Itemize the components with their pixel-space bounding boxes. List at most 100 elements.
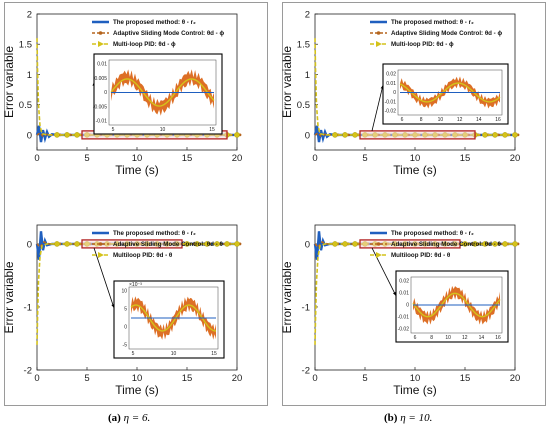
x-tick-label: 20: [510, 153, 521, 164]
x-tick-label: 15: [460, 153, 471, 164]
pid-marker: [352, 241, 358, 247]
inset-zoom: 10 5 0 -5 5 10 15 ×10⁻³: [113, 280, 225, 359]
pid-marker: [204, 241, 210, 247]
x-tick-label: 15: [182, 373, 193, 384]
pid-marker: [74, 132, 80, 138]
x-axis-label: Time (s): [393, 383, 437, 397]
pid-marker: [482, 132, 488, 138]
inset-y-tick: 0: [393, 90, 396, 96]
inset-y-tick: -0.005: [93, 104, 107, 110]
legend-label-1: Adaptive Sliding Mode Control: θd - ϕ: [391, 30, 502, 37]
x-axis-label: Time (s): [115, 163, 159, 177]
inset-y-tick: -5: [123, 343, 128, 349]
x-tick-label: 5: [362, 373, 367, 384]
legend-marker-asmc: [376, 242, 381, 246]
pid-marker: [54, 241, 60, 247]
legend-label-1: Adaptive Sliding Mode Control: θd - θ: [113, 241, 223, 248]
inset-y-tick: 0: [406, 303, 409, 309]
inset-x-tick: 10: [438, 117, 444, 123]
inset-y-tick: 0.01: [386, 81, 396, 87]
pid-marker: [502, 241, 508, 247]
inset-x-tick: 15: [211, 351, 217, 357]
pid-marker: [472, 241, 478, 247]
legend: The proposed method: θ - r₂ Adaptive Slid…: [370, 230, 501, 259]
x-tick-label: 20: [510, 373, 521, 384]
x-tick-label: 15: [182, 153, 193, 164]
y-tick-label: -1: [302, 302, 310, 313]
pid-marker: [512, 132, 518, 138]
inset-asmc-band: [400, 76, 500, 109]
x-tick-label: 5: [84, 153, 89, 164]
legend-label-2: Multi-loop PID: θd - ϕ: [113, 41, 176, 48]
inset-x-tick: 14: [479, 335, 485, 341]
inset-pid-line: [130, 304, 216, 332]
x-tick-label: 15: [460, 373, 471, 384]
y-tick-label: 1.5: [19, 40, 32, 51]
y-tick-label: 1: [305, 70, 310, 81]
legend: The proposed method: θ - r₂ Adaptive Slid…: [92, 230, 223, 259]
x-tick-label: 0: [34, 153, 39, 164]
pid-marker: [224, 241, 230, 247]
pid-marker: [74, 241, 80, 247]
legend-label-1: Adaptive Sliding Mode Control: θd - θ: [391, 241, 501, 248]
x-axis-label: Time (s): [115, 383, 159, 397]
y-tick-label: 0.5: [19, 100, 32, 111]
legend-label-0: The proposed method: θ - r₂: [113, 19, 196, 26]
inset-pid-line: [399, 82, 501, 103]
x-axis-label: Time (s): [393, 163, 437, 177]
x-tick-label: 10: [410, 153, 421, 164]
inset-x-tick: 14: [476, 117, 482, 123]
inset-y-tick: 0.005: [94, 76, 107, 82]
x-tick-label: 5: [362, 153, 367, 164]
pid-marker: [332, 132, 338, 138]
legend-marker-pid: [98, 252, 104, 258]
pid-marker: [482, 241, 488, 247]
inset-x-tick: 8: [420, 117, 423, 123]
y-tick-label: 1.5: [297, 40, 310, 51]
pid-marker: [64, 132, 70, 138]
pid-marker: [194, 241, 200, 247]
legend-marker-asmc: [98, 242, 103, 246]
legend: The proposed method: θ - r₂ Adaptive Slid…: [92, 19, 224, 48]
inset-x-tick: 15: [209, 127, 215, 133]
series-line-1: [36, 241, 237, 249]
pid-marker: [234, 241, 240, 247]
pid-marker: [502, 132, 508, 138]
zoom-highlight-box: [359, 239, 461, 249]
inset-y-tick: 0.01: [399, 291, 409, 297]
x-tick-label: 20: [232, 153, 243, 164]
inset-x-tick: 10: [160, 127, 166, 133]
legend-label-0: The proposed method: θ - r₂: [391, 230, 474, 237]
chart-b-top: 0 5 10 15 20 0 0.5 1 1.5 2 Time (s) Error variable T…: [280, 10, 520, 178]
pid-marker: [462, 241, 468, 247]
series-line-2: [314, 38, 515, 136]
inset-y-tick: -0.01: [385, 99, 397, 105]
inset-x-tick: 12: [462, 335, 468, 341]
series-line-2: [314, 243, 515, 345]
series-line-2: [36, 243, 237, 345]
y-axis-label: Error variable: [2, 261, 16, 333]
legend: The proposed method: θ - r₂ Adaptive Slid…: [370, 19, 502, 48]
x-tick-label: 5: [84, 373, 89, 384]
inset-x-tick: 5: [132, 351, 135, 357]
zoom-highlight-box: [81, 239, 183, 249]
pid-marker: [332, 241, 338, 247]
legend-label-1: Adaptive Sliding Mode Control: θd - ϕ: [113, 30, 224, 37]
pid-marker: [234, 132, 240, 138]
y-axis-label: Error variable: [280, 46, 294, 118]
inset-y-tick: 5: [124, 307, 127, 313]
inset-exponent: ×10⁻³: [129, 282, 142, 288]
inset-y-tick: -0.01: [96, 119, 108, 125]
series-line-2: [36, 38, 237, 136]
x-tick-label: 0: [312, 153, 317, 164]
inset-y-tick: -0.02: [398, 327, 410, 333]
inset-y-tick: -0.01: [398, 315, 410, 321]
y-tick-label: 0: [305, 239, 310, 250]
chart-a-bottom: 0 5 10 15 20 0 -1 -2 Time (s) Error variable The p…: [2, 224, 242, 397]
inset-y-tick: 0.01: [97, 62, 107, 68]
pid-marker: [214, 241, 220, 247]
legend-label-2: Multiloop PID: θd - θ: [113, 252, 173, 259]
inset-x-tick: 16: [495, 117, 501, 123]
inset-y-tick: 10: [121, 289, 127, 295]
inset-y-tick: 0.02: [386, 72, 396, 78]
